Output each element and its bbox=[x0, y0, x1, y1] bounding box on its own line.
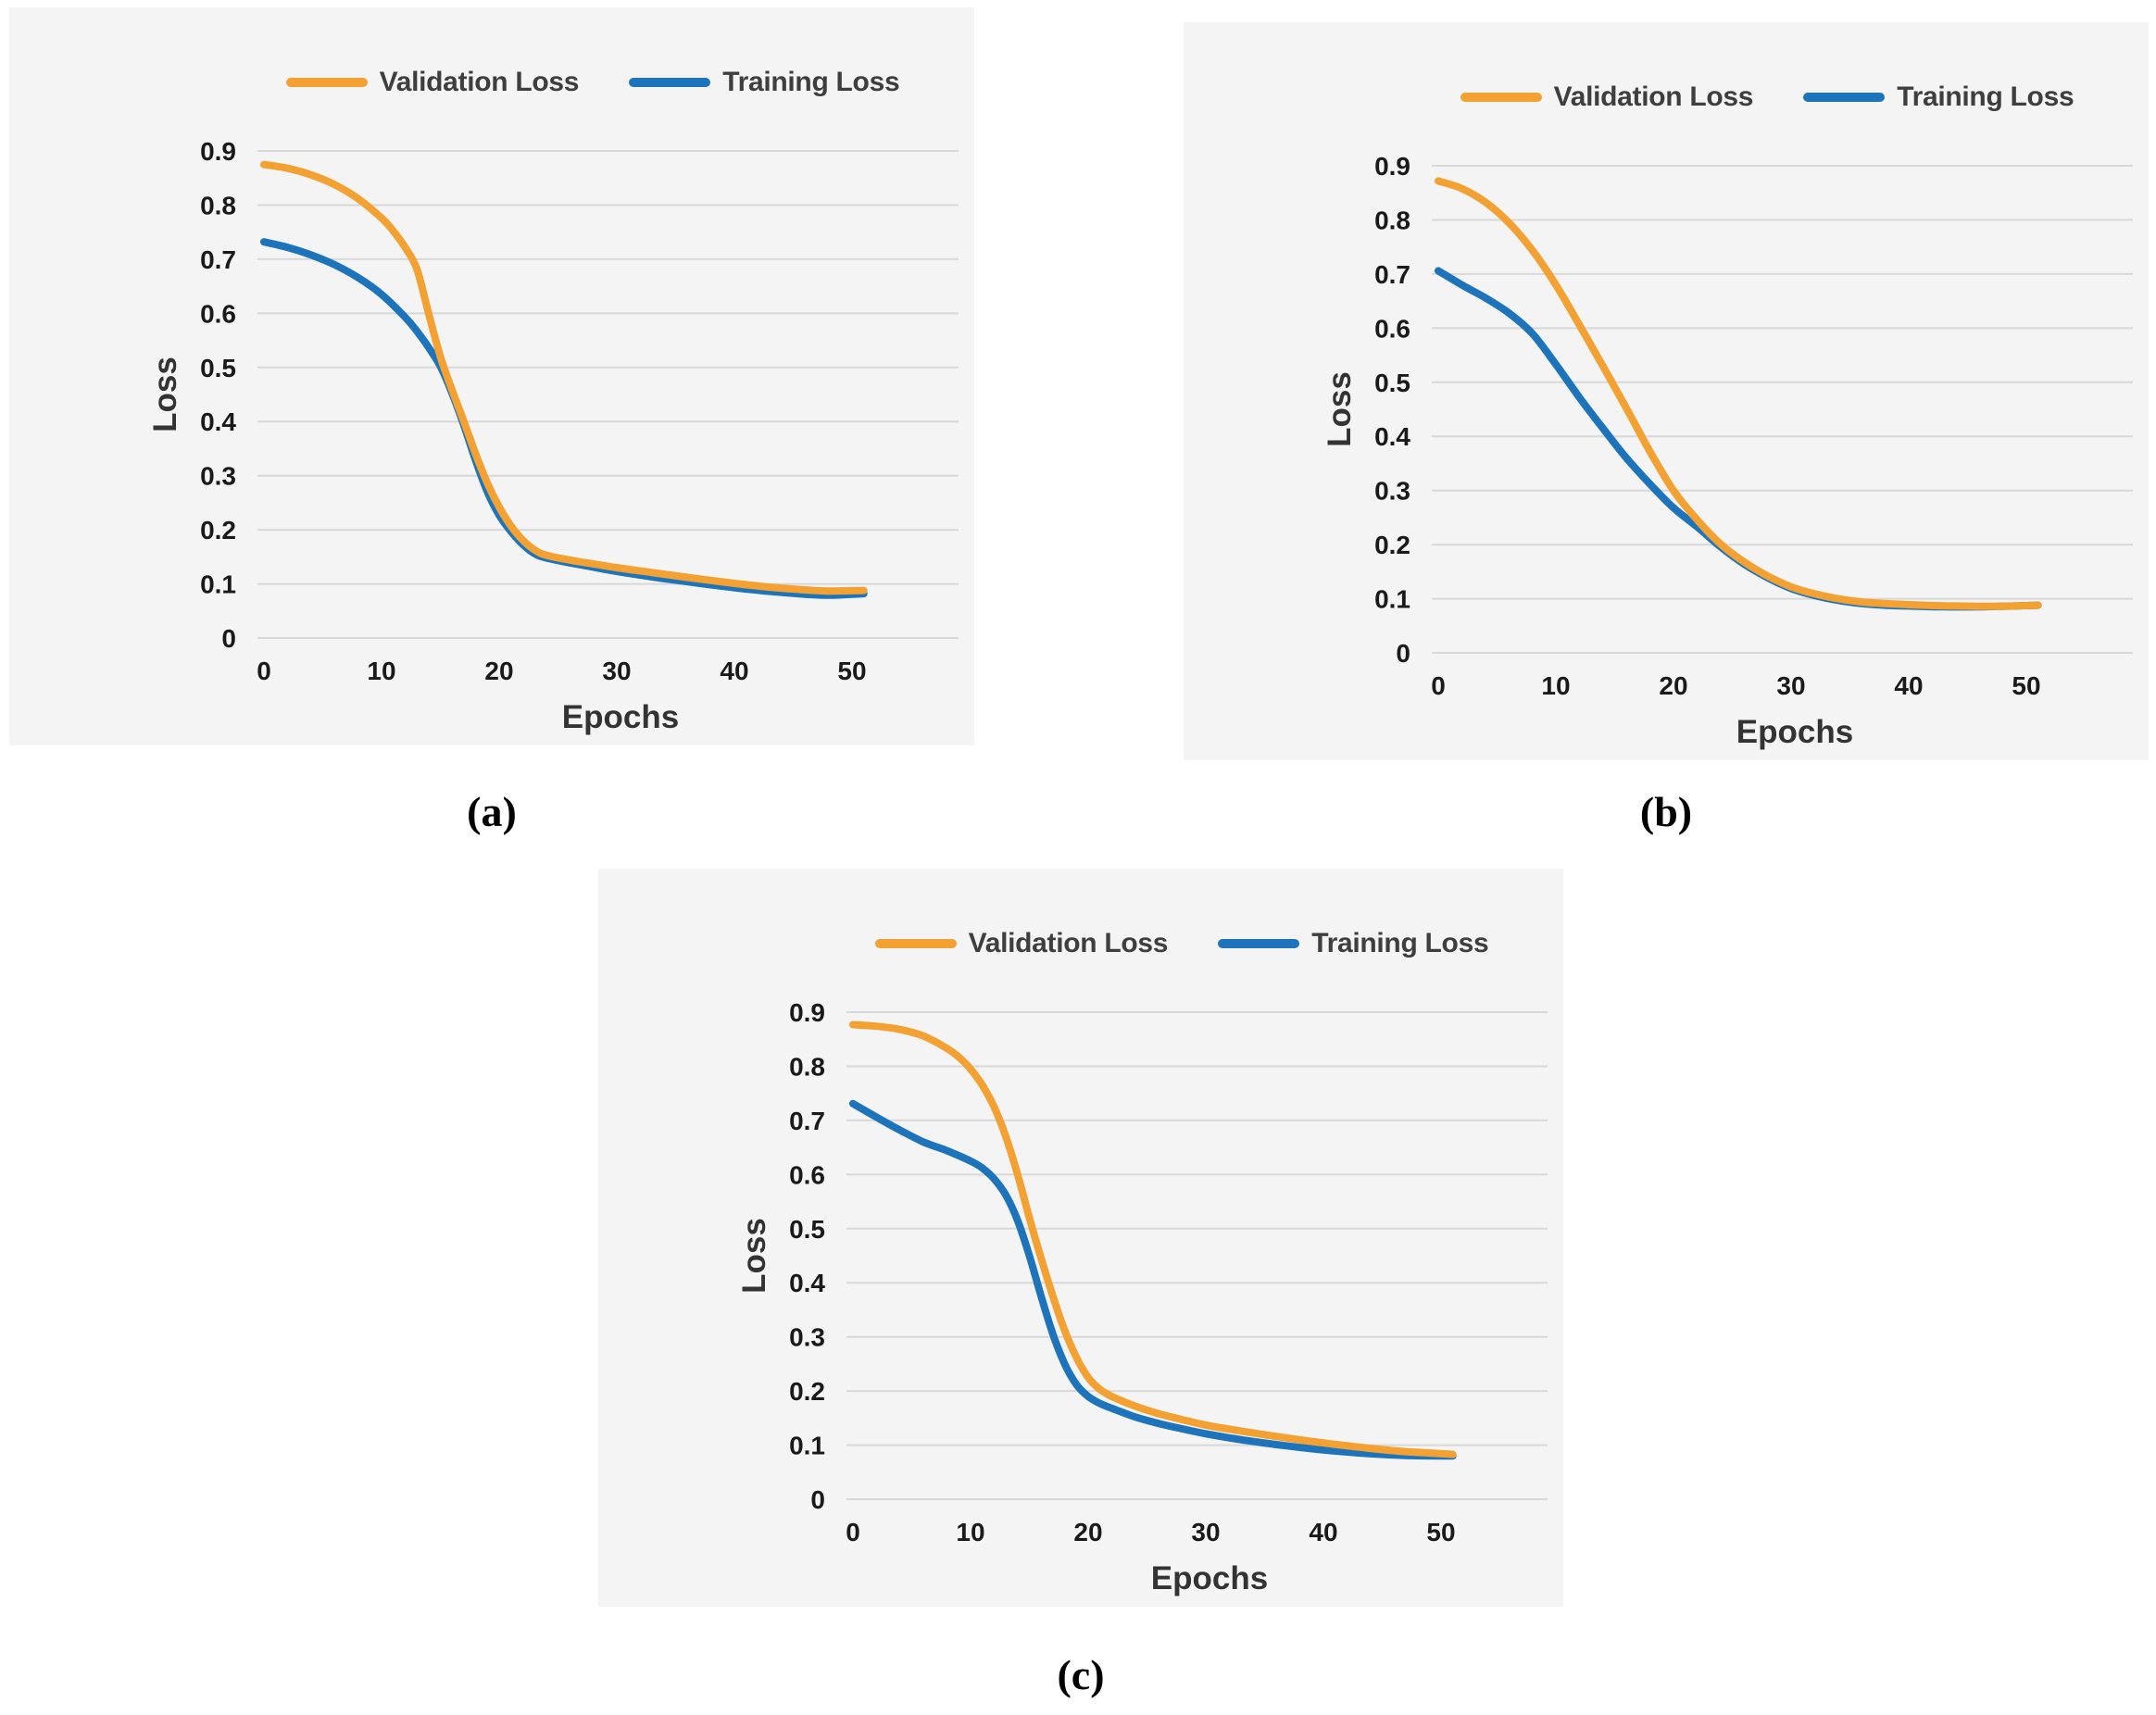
loss-chart-b: 0 0.1 0.2 0.3 0.4 0.5 0.6 0.7 0.8 0.9 0 10 20 30 40 50 E… bbox=[1322, 152, 2133, 750]
legend-swatch-training-loss bbox=[1803, 93, 1886, 102]
y-tick-label: 0.3 bbox=[789, 1323, 825, 1352]
y-tick-label: 0 bbox=[810, 1485, 825, 1514]
y-tick-label: 0.8 bbox=[1374, 207, 1410, 235]
legend-swatch-training-loss bbox=[629, 78, 711, 87]
y-tick-label: 0.5 bbox=[1374, 369, 1410, 397]
y-tick-label: 0 bbox=[1396, 639, 1410, 668]
legend-item-validation-loss: Validation Loss bbox=[874, 928, 1169, 959]
legend-swatch-validation-loss bbox=[285, 78, 368, 87]
y-tick-label: 0.4 bbox=[789, 1269, 825, 1297]
y-tick-label: 0.9 bbox=[789, 998, 825, 1027]
x-tick-label: 10 bbox=[956, 1518, 984, 1546]
x-tick-label: 40 bbox=[1894, 671, 1923, 700]
y-tick-label: 0.2 bbox=[200, 516, 236, 545]
x-tick-label: 10 bbox=[367, 657, 395, 685]
y-tick-label: 0.1 bbox=[789, 1432, 825, 1460]
y-axis-title: Loss bbox=[736, 1218, 772, 1294]
y-tick-label: 0.1 bbox=[200, 570, 236, 599]
caption-c: (c) bbox=[1057, 1651, 1105, 1698]
legend-label-validation-loss: Validation Loss bbox=[379, 67, 580, 97]
legend-b: Validation Loss Training Loss bbox=[1397, 81, 2137, 113]
legend-c: Validation Loss Training Loss bbox=[811, 928, 1552, 959]
chart-panel-b-background bbox=[1184, 22, 2149, 760]
series-line-training-loss bbox=[849, 1099, 1457, 1460]
y-tick-label: 0.8 bbox=[789, 1053, 825, 1082]
legend-label-training-loss: Training Loss bbox=[1897, 81, 2075, 112]
x-tick-label: 30 bbox=[1776, 671, 1805, 700]
x-axis-title: Epochs bbox=[1151, 1560, 1268, 1596]
y-tick-label: 0.5 bbox=[789, 1215, 825, 1244]
legend-item-training-loss: Training Loss bbox=[1218, 928, 1489, 959]
legend-swatch-validation-loss bbox=[1460, 93, 1542, 102]
x-tick-label: 50 bbox=[2012, 671, 2040, 700]
chart-panel-a: 0 0.1 0.2 0.3 0.4 0.5 0.6 0.7 0.8 0.9 0 10 20 30 40 50 E… bbox=[9, 7, 974, 745]
series-line-training-loss bbox=[260, 238, 868, 599]
legend-item-validation-loss: Validation Loss bbox=[1460, 81, 1754, 113]
y-tick-label: 0.2 bbox=[789, 1377, 825, 1406]
series-line-validation-loss bbox=[260, 160, 868, 595]
x-axis-title: Epochs bbox=[1736, 714, 1853, 750]
chart-panel-a-background bbox=[9, 7, 974, 745]
y-tick-label: 0.1 bbox=[1374, 585, 1410, 614]
x-tick-label: 50 bbox=[837, 657, 866, 685]
y-tick-label: 0.3 bbox=[1374, 477, 1410, 506]
x-tick-label: 20 bbox=[1073, 1518, 1102, 1546]
x-tick-label: 30 bbox=[602, 657, 631, 685]
caption-a: (a) bbox=[467, 788, 517, 835]
y-tick-label: 0.4 bbox=[200, 407, 236, 436]
legend-swatch-training-loss bbox=[1218, 939, 1300, 948]
y-tick-label: 0.6 bbox=[200, 299, 236, 328]
x-tick-label: 20 bbox=[484, 657, 513, 685]
x-tick-label: 10 bbox=[1541, 671, 1570, 700]
legend-item-validation-loss: Validation Loss bbox=[285, 67, 580, 98]
y-tick-label: 0.8 bbox=[200, 192, 236, 220]
loss-chart-a: 0 0.1 0.2 0.3 0.4 0.5 0.6 0.7 0.8 0.9 0 10 20 30 40 50 E… bbox=[147, 137, 959, 735]
y-tick-label: 0.9 bbox=[1374, 152, 1410, 181]
y-tick-label: 0.7 bbox=[789, 1107, 825, 1135]
legend-label-validation-loss: Validation Loss bbox=[1553, 81, 1754, 112]
y-tick-label: 0.4 bbox=[1374, 422, 1410, 451]
y-tick-label: 0.7 bbox=[200, 245, 236, 274]
chart-panel-c: 0 0.1 0.2 0.3 0.4 0.5 0.6 0.7 0.8 0.9 0 10 20 30 40 50 E… bbox=[598, 869, 1563, 1607]
y-tick-label: 0.2 bbox=[1374, 531, 1410, 559]
series-line-validation-loss bbox=[1435, 177, 2042, 610]
x-tick-label: 40 bbox=[720, 657, 748, 685]
legend-a: Validation Loss Training Loss bbox=[222, 67, 963, 98]
y-tick-label: 0.6 bbox=[789, 1160, 825, 1189]
y-tick-label: 0.6 bbox=[1374, 314, 1410, 343]
y-tick-label: 0.7 bbox=[1374, 260, 1410, 289]
x-tick-label: 50 bbox=[1426, 1518, 1455, 1546]
caption-b: (b) bbox=[1639, 788, 1693, 835]
legend-swatch-validation-loss bbox=[874, 939, 957, 948]
x-tick-label: 30 bbox=[1191, 1518, 1220, 1546]
y-axis-title: Loss bbox=[147, 357, 183, 432]
x-tick-label: 0 bbox=[846, 1518, 860, 1546]
y-axis-title: Loss bbox=[1322, 371, 1358, 447]
loss-chart-c: 0 0.1 0.2 0.3 0.4 0.5 0.6 0.7 0.8 0.9 0 10 20 30 40 50 E… bbox=[736, 998, 1548, 1596]
legend-label-validation-loss: Validation Loss bbox=[968, 928, 1169, 958]
legend-item-training-loss: Training Loss bbox=[629, 67, 900, 98]
legend-item-training-loss: Training Loss bbox=[1803, 81, 2075, 113]
chart-panel-b: 0 0.1 0.2 0.3 0.4 0.5 0.6 0.7 0.8 0.9 0 10 20 30 40 50 E… bbox=[1184, 22, 2149, 760]
x-tick-label: 40 bbox=[1309, 1518, 1337, 1546]
chart-panel-c-background bbox=[598, 869, 1563, 1607]
x-tick-label: 20 bbox=[1659, 671, 1687, 700]
x-axis-title: Epochs bbox=[562, 699, 679, 735]
series-line-validation-loss bbox=[849, 1020, 1457, 1458]
y-tick-label: 0 bbox=[221, 624, 236, 653]
y-tick-label: 0.3 bbox=[200, 462, 236, 491]
y-tick-label: 0.9 bbox=[200, 137, 236, 166]
x-tick-label: 0 bbox=[257, 657, 271, 685]
legend-label-training-loss: Training Loss bbox=[1311, 928, 1489, 958]
legend-label-training-loss: Training Loss bbox=[722, 67, 900, 97]
y-tick-label: 0.5 bbox=[200, 354, 236, 382]
x-tick-label: 0 bbox=[1431, 671, 1446, 700]
